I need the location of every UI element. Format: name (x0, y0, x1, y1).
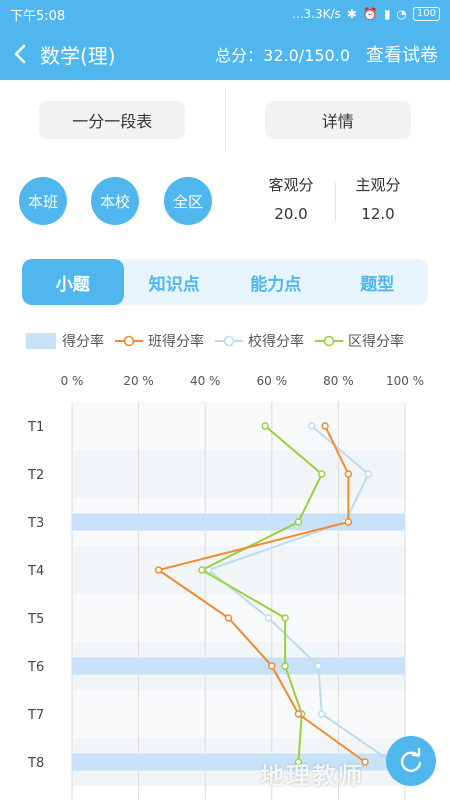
score-rate-bar (72, 513, 405, 531)
series-point (344, 470, 353, 478)
legend-item-score-rate: 得分率 (26, 331, 104, 351)
status-icons: ...3.3K/s ✱ ⏰ ▮ ◔ 100 (292, 7, 440, 21)
battery-icon: 100 (412, 7, 440, 21)
series-point (294, 758, 303, 766)
back-button[interactable] (0, 28, 40, 80)
category-label: T6 (27, 660, 44, 675)
series-point (294, 710, 303, 718)
row-background (72, 450, 405, 498)
legend-bar-swatch (26, 333, 56, 349)
series-point (224, 614, 233, 622)
legend-line-swatch (215, 335, 243, 347)
scope-class-button[interactable]: 本班 (19, 177, 67, 225)
segment-table-button[interactable]: 一分一段表 (39, 101, 186, 139)
tab-questions[interactable]: 小题 (22, 259, 124, 305)
legend-label: 班得分率 (148, 334, 204, 350)
page-title: 数学(理) (40, 43, 116, 68)
x-tick-label: 60 % (257, 374, 288, 388)
score-rate-chart: 0 % 20 % 40 % 60 % 80 % 100 % T1 T2 T3 T4 T5 T6 T7 T8 (27, 374, 424, 800)
scope-school-button[interactable]: 本校 (91, 177, 139, 225)
score-rate-bar (72, 753, 405, 771)
total-score: 总分：32.0/150.0 (215, 46, 350, 65)
refresh-icon (400, 747, 422, 772)
network-speed: ...3.3K/s (292, 7, 341, 21)
legend-line-swatch (315, 335, 343, 347)
category-label: T5 (27, 612, 44, 627)
legend-label: 区得分率 (348, 334, 404, 350)
series-point (294, 518, 303, 526)
app-bar: 数学(理) 总分：32.0/150.0 查看试卷 (0, 28, 450, 80)
divider (224, 88, 226, 152)
row-background (72, 402, 405, 450)
legend-item-school: 校得分率 (214, 331, 304, 351)
subjective-value: 12.0 (361, 205, 395, 223)
bluetooth-icon: ✱ (346, 7, 357, 21)
series-point (321, 422, 329, 430)
tab-knowledge[interactable]: 知识点 (148, 274, 200, 295)
action-row: 一分一段表 详情 (0, 80, 450, 160)
series-line (156, 425, 366, 763)
signal-icon: ▮ (383, 7, 391, 21)
subjective-score: 主观分 12.0 (333, 174, 423, 223)
refresh-button[interactable] (386, 736, 436, 786)
legend-label: 校得分率 (248, 334, 304, 350)
details-button[interactable]: 详情 (264, 101, 411, 139)
x-tick-label: 80 % (323, 374, 354, 388)
wifi-icon: ◔ (396, 7, 407, 21)
x-tick-label: 100 % (386, 374, 424, 388)
series-point (314, 662, 323, 670)
category-label: T2 (27, 468, 44, 483)
legend-item-district: 区得分率 (314, 331, 404, 351)
status-bar: 下午5:08 ...3.3K/s ✱ ⏰ ▮ ◔ 100 (0, 0, 450, 28)
row-background (72, 690, 405, 738)
alarm-icon: ⏰ (362, 7, 378, 21)
category-label: T4 (27, 564, 44, 579)
series-line (206, 425, 393, 763)
row-background (72, 546, 405, 594)
tab-type[interactable]: 题型 (360, 274, 395, 295)
watermark: 地理教师 (260, 762, 364, 790)
series-point (154, 566, 163, 574)
chevron-left-icon (14, 44, 26, 64)
series-line (199, 425, 323, 763)
series-point (361, 758, 369, 766)
series-point (264, 614, 273, 622)
tab-ability[interactable]: 能力点 (250, 274, 302, 295)
legend-line-swatch (115, 335, 143, 347)
category-label: T3 (27, 516, 44, 531)
tab-bar: 小题 知识点 能力点 题型 (22, 259, 428, 305)
score-rate-bar (72, 657, 405, 675)
divider (335, 182, 336, 222)
chart-legend: 得分率 班得分率 校得分率 区得分率 (26, 330, 414, 352)
series-point (261, 422, 269, 430)
legend-label: 得分率 (62, 334, 104, 350)
row-background (72, 594, 405, 642)
subjective-label: 主观分 (355, 176, 401, 194)
view-paper-button[interactable]: 查看试卷 (366, 45, 438, 66)
category-label: T7 (27, 708, 44, 723)
x-tick-label: 0 % (61, 374, 84, 388)
series-point (198, 566, 206, 574)
status-time: 下午5:08 (10, 8, 66, 24)
series-point (308, 422, 316, 430)
x-tick-label: 40 % (190, 374, 221, 388)
series-point (318, 470, 326, 478)
scope-district-button[interactable]: 全区 (164, 177, 212, 225)
series-point (268, 662, 276, 670)
category-label: T1 (27, 420, 44, 435)
scope-row: 本班 本校 全区 客观分 20.0 主观分 12.0 (0, 160, 450, 246)
objective-score: 客观分 20.0 (246, 174, 336, 223)
objective-value: 20.0 (274, 205, 308, 223)
objective-label: 客观分 (268, 176, 314, 194)
series-point (281, 662, 289, 670)
series-point (364, 470, 373, 478)
x-tick-label: 20 % (123, 374, 154, 388)
legend-item-class: 班得分率 (114, 331, 204, 351)
category-label: T8 (27, 756, 44, 771)
series-point (281, 614, 289, 622)
series-point (318, 710, 326, 718)
series-point (344, 518, 353, 526)
